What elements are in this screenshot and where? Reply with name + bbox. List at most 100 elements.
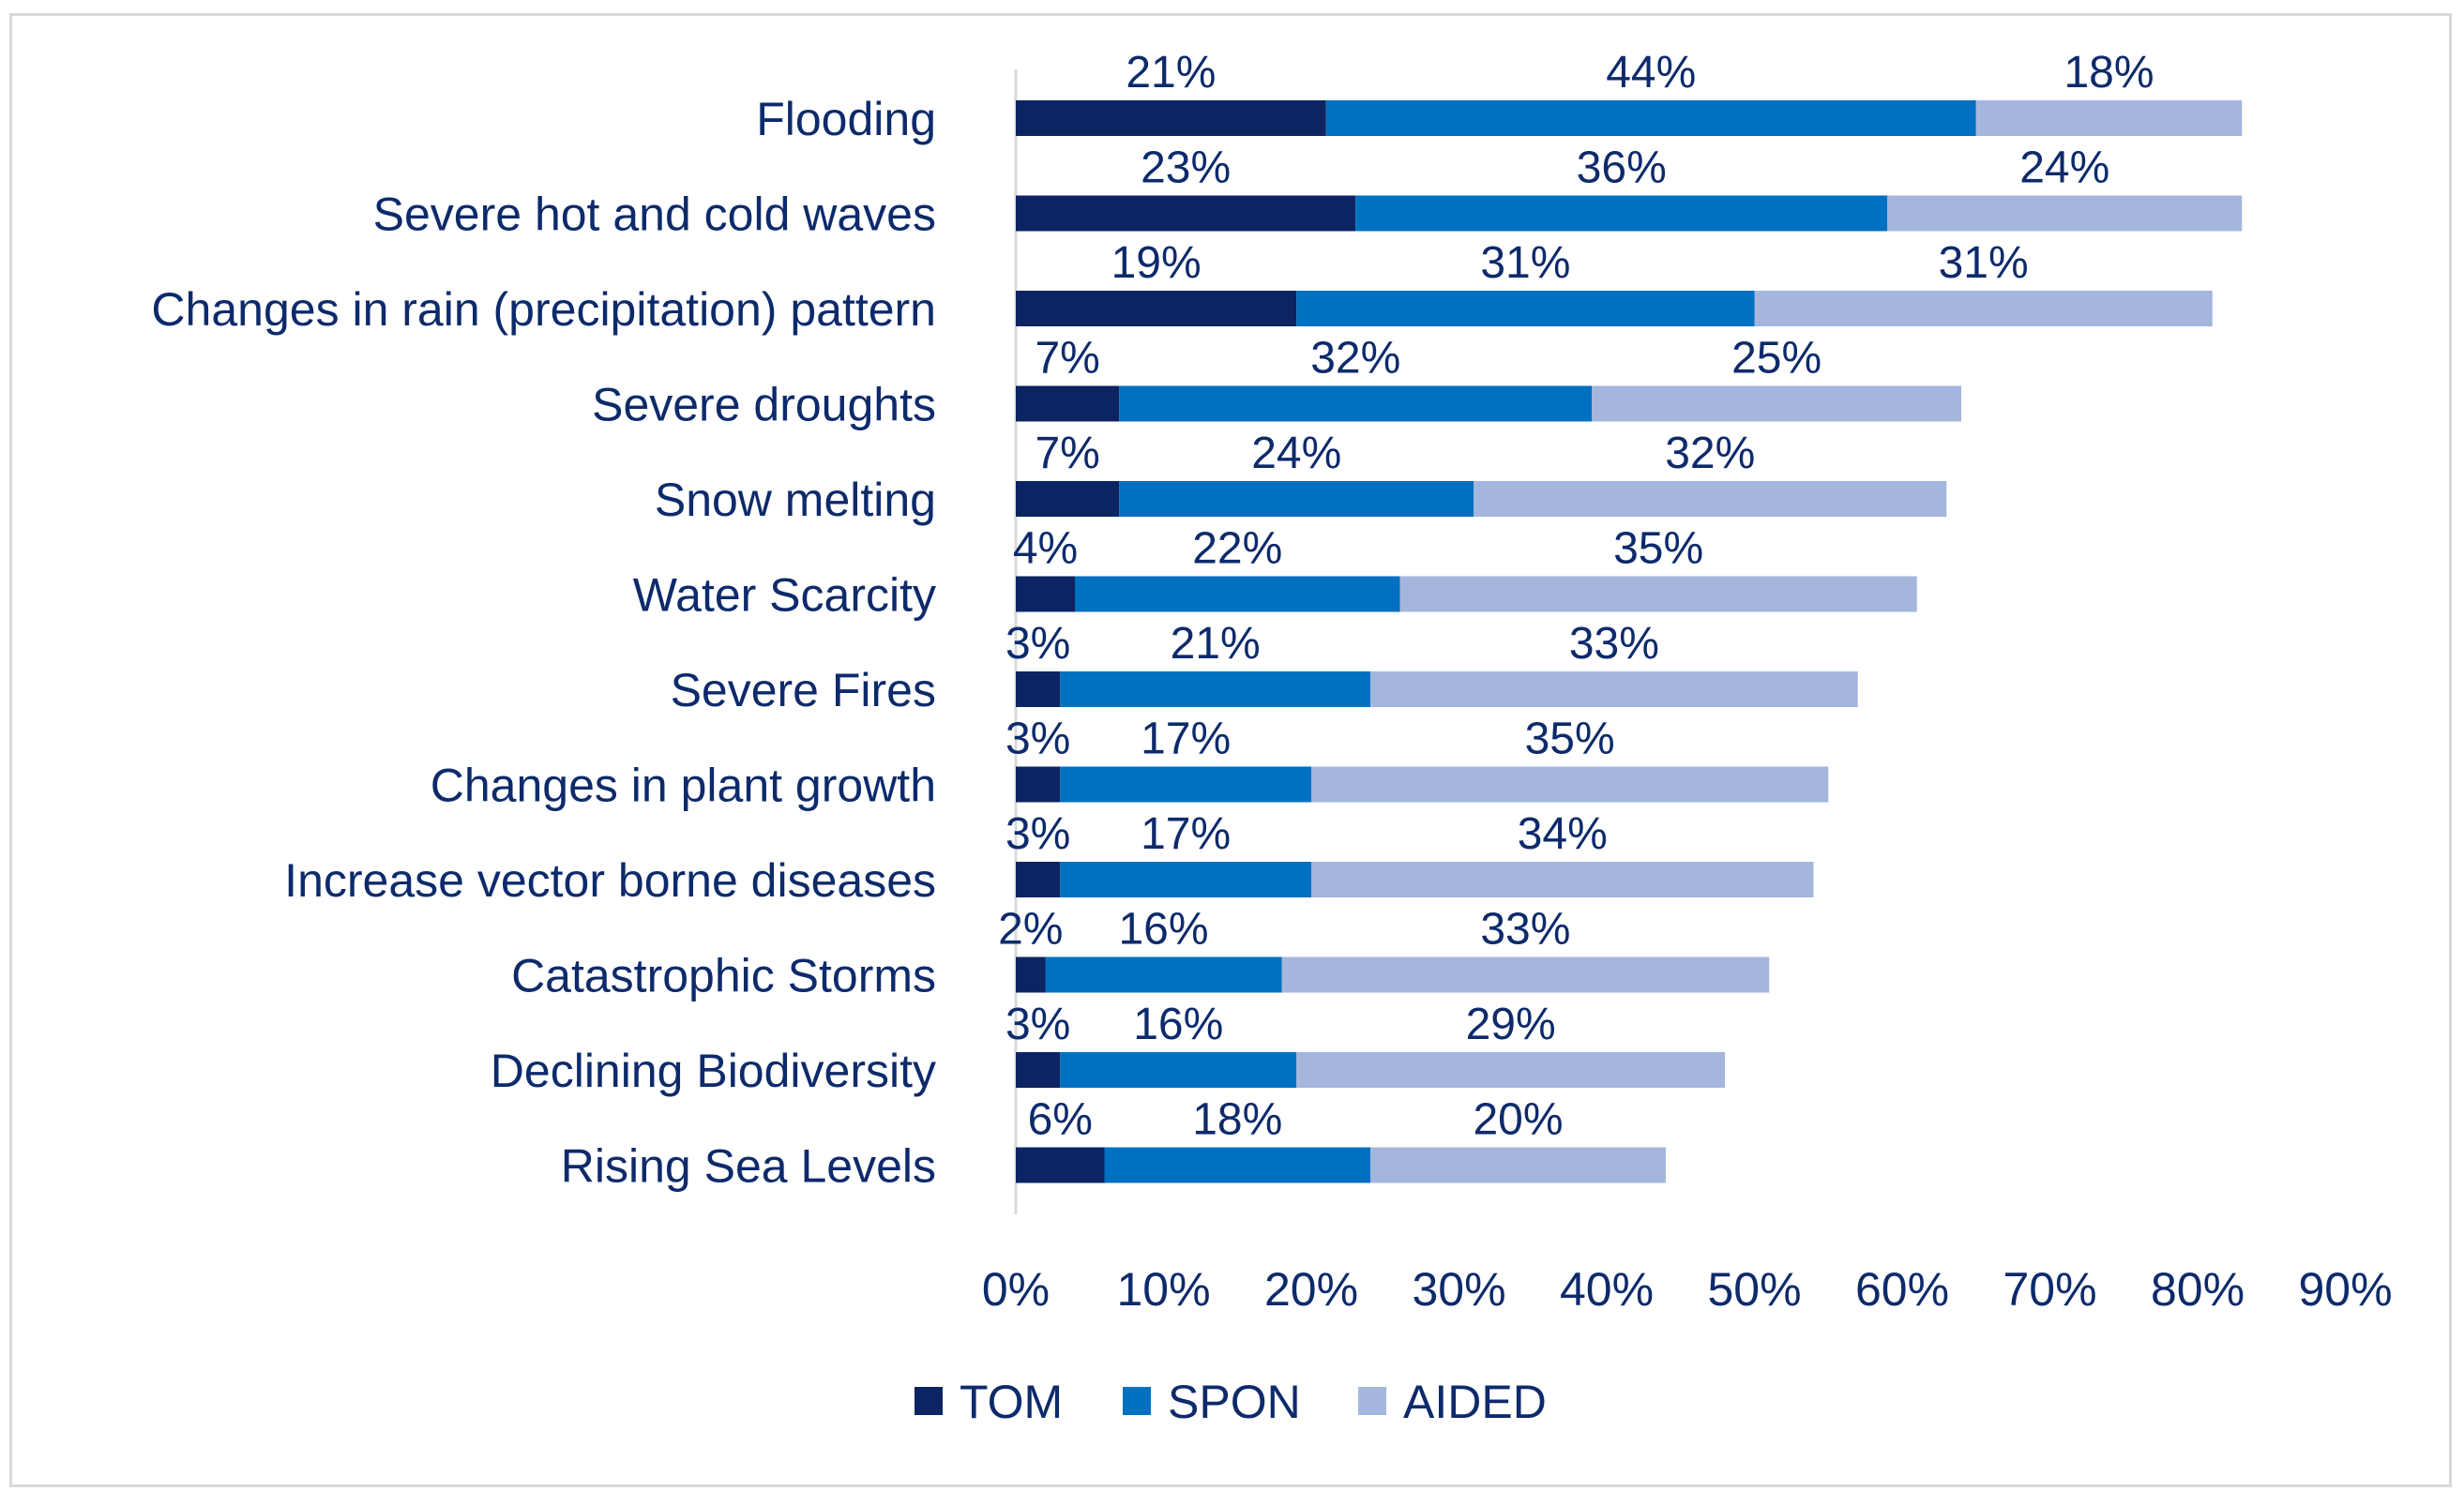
data-label-tom-flooding: 21% — [1126, 48, 1216, 98]
category-label-water-scarcity: Water Scarcity — [633, 569, 936, 622]
bar-spon-rising-sea-levels — [1104, 1147, 1370, 1183]
bar-spon-changes-in-rain-precipitation-pattern — [1296, 291, 1755, 326]
bar-tom-water-scarcity — [1016, 576, 1075, 612]
category-label-snow-melting: Snow melting — [655, 474, 936, 526]
data-label-tom-catastrophic-storms: 2% — [998, 905, 1063, 955]
data-label-spon-severe-droughts: 32% — [1310, 334, 1400, 384]
bar-aided-severe-hot-and-cold-waves — [1887, 195, 2243, 232]
category-label-catastrophic-storms: Catastrophic Storms — [511, 950, 936, 1002]
legend-label-spon: SPON — [1168, 1376, 1301, 1428]
data-label-spon-severe-hot-and-cold-waves: 36% — [1577, 143, 1667, 193]
bar-tom-changes-in-rain-precipitation-pattern — [1016, 291, 1297, 326]
data-label-spon-declining-biodiversity: 16% — [1133, 1000, 1223, 1049]
data-label-spon-increase-vector-borne-diseases: 17% — [1141, 809, 1231, 859]
bar-aided-water-scarcity — [1399, 576, 1917, 612]
data-label-spon-catastrophic-storms: 16% — [1118, 905, 1208, 955]
bar-tom-severe-fires — [1016, 671, 1061, 707]
data-label-tom-water-scarcity: 4% — [1013, 524, 1078, 574]
x-tick-labels-layer: 0% 10% 20% 30% 40% 50% 60% 70% 80% 90% — [982, 1263, 2393, 1316]
category-label-severe-hot-and-cold-waves: Severe hot and cold waves — [373, 188, 936, 241]
x-tick-label: 40% — [1560, 1263, 1654, 1316]
bar-aided-changes-in-rain-precipitation-pattern — [1754, 291, 2213, 326]
category-label-declining-biodiversity: Declining Biodiversity — [491, 1045, 936, 1097]
bar-aided-severe-droughts — [1592, 385, 1961, 422]
data-label-tom-increase-vector-borne-diseases: 3% — [1005, 809, 1070, 859]
category-labels-layer: Flooding Severe hot and cold waves Changes… — [151, 93, 936, 1193]
legend-label-tom: TOM — [960, 1376, 1063, 1428]
data-labels-layer: 21% 44% 18% 23% 36% 24% 19% 31% 31% 7% 32% 25% 7% 24%… — [998, 48, 2154, 1145]
category-label-flooding: Flooding — [756, 93, 936, 145]
x-tick-label: 10% — [1116, 1263, 1210, 1316]
bar-aided-flooding — [1975, 100, 2243, 136]
bar-tom-catastrophic-storms — [1016, 956, 1046, 993]
x-tick-label: 0% — [982, 1263, 1050, 1316]
legend-label-aided: AIDED — [1403, 1376, 1547, 1428]
chart-frame — [9, 13, 2452, 1487]
x-tick-label: 90% — [2298, 1263, 2392, 1316]
bar-tom-increase-vector-borne-diseases — [1016, 862, 1061, 897]
category-label-changes-in-plant-growth: Changes in plant growth — [431, 760, 936, 812]
bar-aided-declining-biodiversity — [1296, 1052, 1725, 1088]
data-label-tom-severe-hot-and-cold-waves: 23% — [1141, 143, 1231, 193]
bar-aided-increase-vector-borne-diseases — [1311, 862, 1814, 897]
data-label-aided-changes-in-rain-precipitation-pattern: 31% — [1939, 238, 2029, 288]
category-label-severe-droughts: Severe droughts — [592, 379, 936, 431]
data-label-tom-changes-in-plant-growth: 3% — [1005, 715, 1070, 764]
bar-spon-changes-in-plant-growth — [1060, 766, 1311, 803]
bar-aided-changes-in-plant-growth — [1311, 766, 1829, 803]
legend-swatch-aided — [1358, 1387, 1386, 1415]
bar-aided-catastrophic-storms — [1281, 956, 1770, 993]
data-label-aided-increase-vector-borne-diseases: 34% — [1518, 809, 1608, 859]
x-tick-label: 50% — [1707, 1263, 1801, 1316]
category-label-increase-vector-borne-diseases: Increase vector borne diseases — [284, 854, 936, 907]
data-label-tom-severe-droughts: 7% — [1035, 334, 1099, 384]
bar-tom-severe-droughts — [1016, 385, 1120, 422]
data-label-aided-flooding: 18% — [2063, 48, 2154, 98]
bar-spon-severe-hot-and-cold-waves — [1355, 195, 1888, 232]
bar-tom-flooding — [1016, 100, 1326, 136]
data-label-aided-severe-fires: 33% — [1569, 619, 1659, 669]
bar-aided-rising-sea-levels — [1370, 1147, 1666, 1183]
bars-layer — [1016, 100, 2243, 1183]
category-label-severe-fires: Severe Fires — [671, 664, 936, 716]
category-label-changes-in-rain-precipitation-pattern: Changes in rain (precipitation) pattern — [151, 283, 936, 336]
bar-tom-rising-sea-levels — [1016, 1147, 1105, 1183]
bar-tom-severe-hot-and-cold-waves — [1016, 195, 1356, 232]
bar-tom-declining-biodiversity — [1016, 1052, 1061, 1088]
data-label-spon-rising-sea-levels: 18% — [1192, 1095, 1282, 1145]
bar-aided-snow-melting — [1474, 481, 1947, 517]
x-tick-label: 60% — [1855, 1263, 1949, 1316]
data-label-tom-changes-in-rain-precipitation-pattern: 19% — [1111, 238, 1202, 288]
bar-spon-severe-fires — [1060, 671, 1370, 707]
bar-spon-increase-vector-borne-diseases — [1060, 862, 1311, 897]
x-tick-label: 70% — [2003, 1263, 2096, 1316]
data-label-aided-snow-melting: 32% — [1665, 429, 1755, 478]
data-label-tom-rising-sea-levels: 6% — [1028, 1095, 1093, 1145]
data-label-spon-changes-in-rain-precipitation-pattern: 31% — [1480, 238, 1570, 288]
x-tick-label: 30% — [1412, 1263, 1505, 1316]
bar-aided-severe-fires — [1370, 671, 1858, 707]
legend: TOM SPON AIDED — [915, 1376, 1547, 1428]
data-label-tom-declining-biodiversity: 3% — [1005, 1000, 1070, 1049]
data-label-spon-changes-in-plant-growth: 17% — [1141, 715, 1231, 764]
bar-spon-declining-biodiversity — [1060, 1052, 1297, 1088]
data-label-spon-flooding: 44% — [1606, 48, 1696, 98]
data-label-tom-severe-fires: 3% — [1005, 619, 1070, 669]
bar-spon-severe-droughts — [1119, 385, 1593, 422]
data-label-aided-catastrophic-storms: 33% — [1480, 905, 1570, 955]
data-label-aided-water-scarcity: 35% — [1613, 524, 1703, 574]
data-label-spon-snow-melting: 24% — [1251, 429, 1341, 478]
data-label-aided-severe-droughts: 25% — [1731, 334, 1822, 384]
category-label-rising-sea-levels: Rising Sea Levels — [561, 1140, 936, 1193]
bar-spon-catastrophic-storms — [1045, 956, 1282, 993]
x-tick-label: 80% — [2151, 1263, 2245, 1316]
data-label-tom-snow-melting: 7% — [1035, 429, 1099, 478]
data-label-aided-rising-sea-levels: 20% — [1473, 1095, 1563, 1145]
bar-tom-snow-melting — [1016, 481, 1120, 517]
data-label-aided-severe-hot-and-cold-waves: 24% — [2019, 143, 2109, 193]
x-tick-label: 20% — [1264, 1263, 1358, 1316]
bar-tom-changes-in-plant-growth — [1016, 766, 1061, 803]
bar-spon-flooding — [1325, 100, 1976, 136]
data-label-spon-severe-fires: 21% — [1171, 619, 1261, 669]
